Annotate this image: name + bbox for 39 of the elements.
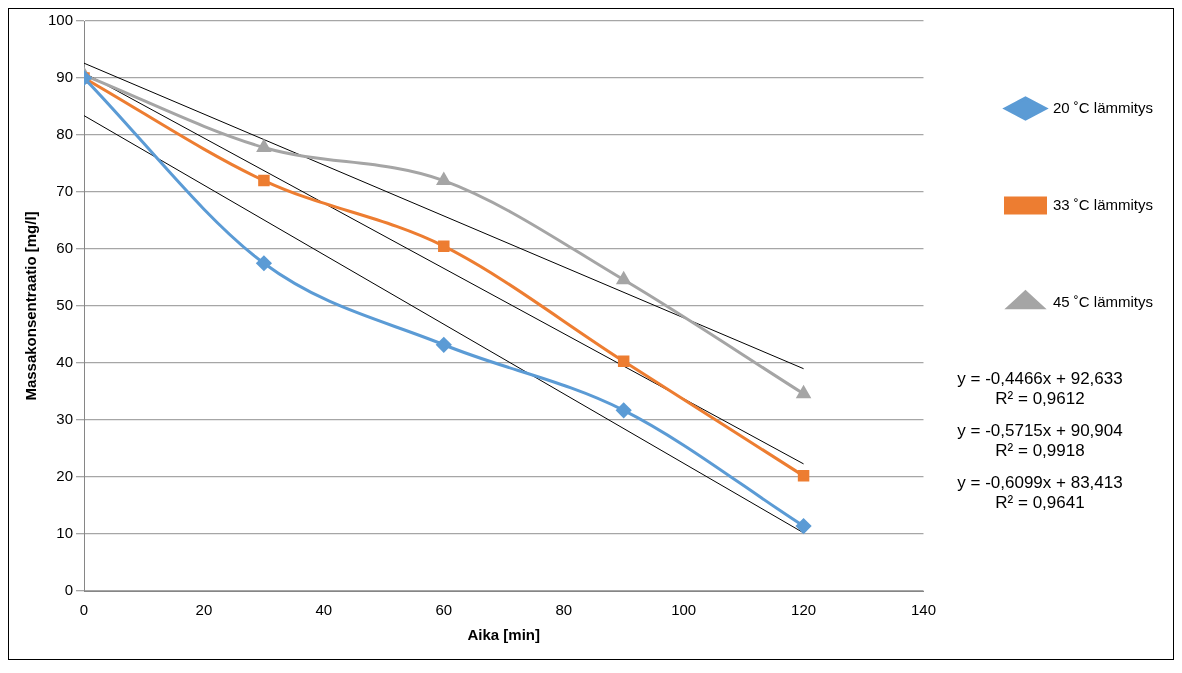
legend-label: 20 ˚C lämmitys [1052, 98, 1153, 116]
point [617, 355, 630, 368]
y-tick-label: 40 [56, 353, 74, 371]
legend-label: 45 ˚C lämmitys [1052, 292, 1153, 310]
point [437, 173, 451, 186]
point [796, 386, 811, 399]
y-tick-label: 30 [56, 410, 74, 428]
point [616, 272, 631, 285]
y-tick-label: 60 [56, 239, 74, 257]
x-tick-label: 0 [79, 601, 89, 619]
y-axis-title: Massakonsentraatio [mg/l] [22, 211, 40, 401]
point [438, 240, 450, 252]
point [258, 174, 270, 187]
y-tick-label: 70 [56, 182, 74, 200]
y-tick-label: 50 [56, 296, 74, 314]
y-tick-label: 100 [48, 11, 74, 29]
point [797, 470, 810, 482]
x-tick-label: 140 [910, 601, 936, 619]
point [257, 140, 271, 153]
point [436, 337, 452, 353]
x-tick-label: 20 [195, 601, 213, 619]
x-axis-title: Aika [min] [467, 626, 541, 644]
y-tick-label: 10 [56, 524, 74, 542]
y-tick-label: 90 [56, 68, 74, 86]
text: y = -0,5715x + 90,904 R² = 0,9918 [956, 421, 1124, 461]
x-tick-label: 60 [435, 601, 453, 619]
legend-label: 33 ˚C lämmitys [1052, 195, 1153, 213]
x-tick-label: 100 [671, 601, 697, 619]
y-tick-label: 80 [56, 125, 74, 143]
point [616, 402, 632, 418]
x-tick-label: 40 [315, 601, 333, 619]
y-tick-label: 20 [56, 467, 74, 485]
text: y = -0,4466x + 92,633 R² = 0,9612 [956, 369, 1124, 409]
y-tick-label: 0 [64, 581, 74, 599]
x-tick-label: 120 [791, 601, 817, 619]
text: y = -0,6099x + 83,413 R² = 0,9641 [956, 473, 1124, 513]
x-tick-label: 80 [555, 601, 573, 619]
point [796, 518, 812, 534]
point [256, 255, 272, 271]
